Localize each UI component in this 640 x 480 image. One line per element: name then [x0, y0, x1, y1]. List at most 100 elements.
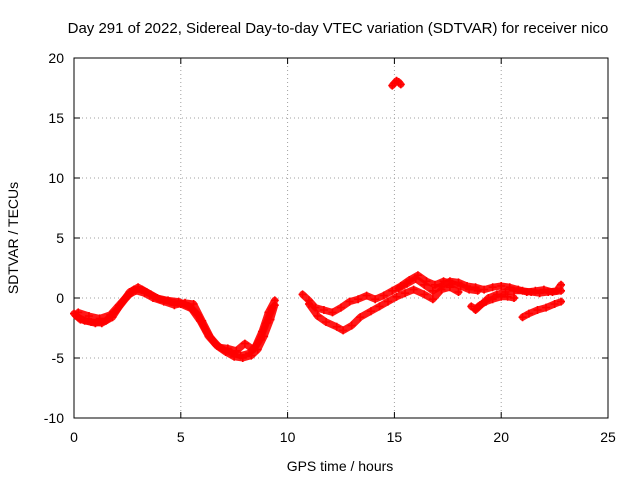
y-tick-label: 15 [48, 110, 64, 126]
data-point [206, 333, 215, 342]
data-point [488, 283, 497, 292]
data-point [159, 297, 168, 306]
data-point [503, 292, 512, 301]
data-point [392, 292, 401, 301]
data-point [437, 282, 446, 290]
data-point [557, 297, 566, 306]
data-point [332, 322, 341, 331]
data-point [411, 274, 420, 283]
data-point [140, 289, 149, 298]
data-point [471, 283, 480, 292]
data-point [510, 294, 519, 302]
data-point [354, 295, 363, 304]
data-point [394, 284, 403, 293]
data-point [304, 300, 313, 308]
data-point [475, 301, 484, 310]
data-point [371, 295, 380, 304]
data-point [356, 313, 365, 322]
x-tick-label: 20 [493, 429, 509, 445]
data-point [445, 277, 454, 286]
data-point [149, 294, 158, 302]
data-point [298, 290, 307, 299]
x-tick-label: 0 [70, 429, 78, 445]
data-point [345, 297, 354, 306]
data-point [198, 316, 207, 325]
y-tick-label: -10 [44, 410, 64, 426]
data-point [268, 303, 277, 312]
data-point [362, 291, 371, 300]
data-point [249, 345, 258, 354]
x-tick-label: 5 [177, 429, 185, 445]
data-point [403, 279, 412, 288]
data-point [524, 309, 533, 318]
data-point [337, 303, 345, 312]
data-series [70, 76, 566, 362]
y-tick-label: 5 [56, 230, 64, 246]
data-point [396, 80, 405, 89]
data-point [388, 286, 397, 295]
data-point [339, 326, 348, 335]
data-point [232, 346, 241, 355]
data-point [379, 291, 388, 300]
series-arc-3 [74, 286, 277, 355]
data-point [471, 304, 480, 313]
data-point [74, 308, 83, 317]
data-point [313, 312, 322, 320]
data-point [463, 282, 472, 290]
data-point [328, 308, 337, 317]
y-axis-label: SDTVAR / TECUs [5, 182, 21, 294]
data-point [262, 319, 271, 328]
data-point [366, 307, 375, 316]
data-point [383, 297, 392, 306]
x-tick-label: 15 [387, 429, 403, 445]
chart-title: Day 291 of 2022, Sidereal Day-to-day VTE… [68, 20, 609, 37]
data-point [131, 286, 140, 295]
data-point [542, 303, 551, 312]
data-point [189, 300, 198, 308]
data-point [510, 286, 519, 295]
data-point [230, 352, 239, 361]
data-point [247, 351, 256, 360]
data-point [347, 321, 356, 330]
data-point [454, 278, 463, 287]
data-point [482, 297, 491, 306]
data-point [223, 344, 232, 353]
data-point [533, 306, 542, 314]
data-point [420, 280, 429, 289]
series-arc-5 [304, 283, 463, 335]
x-tick-label: 25 [600, 429, 616, 445]
data-point [552, 286, 561, 295]
data-point [480, 285, 489, 294]
data-point [544, 288, 553, 296]
data-point [488, 295, 497, 304]
axis-ticks: 0 5 10 15 20 25 -10 -5 0 5 10 15 20 [44, 50, 616, 445]
y-tick-label: 0 [56, 290, 64, 306]
data-point [409, 285, 418, 294]
data-point [401, 289, 410, 298]
data-point [428, 286, 437, 295]
y-tick-label: -5 [52, 350, 65, 366]
data-point [518, 313, 527, 322]
data-point [518, 286, 527, 295]
data-point [95, 314, 104, 323]
data-point [114, 301, 123, 310]
data-point [255, 336, 264, 344]
data-point [170, 301, 179, 310]
data-point [467, 302, 476, 311]
data-point [497, 282, 506, 290]
series-arc-10 [388, 76, 405, 90]
data-point [238, 354, 247, 362]
data-point [454, 288, 463, 296]
data-point [215, 343, 224, 352]
data-point [240, 339, 249, 348]
x-axis-label: GPS time / hours [287, 458, 394, 474]
data-point [535, 289, 544, 298]
data-point [181, 298, 190, 307]
data-point [106, 310, 115, 319]
data-point [557, 280, 566, 289]
data-point [319, 306, 328, 314]
data-point [550, 300, 559, 308]
grid-lines [74, 58, 608, 418]
